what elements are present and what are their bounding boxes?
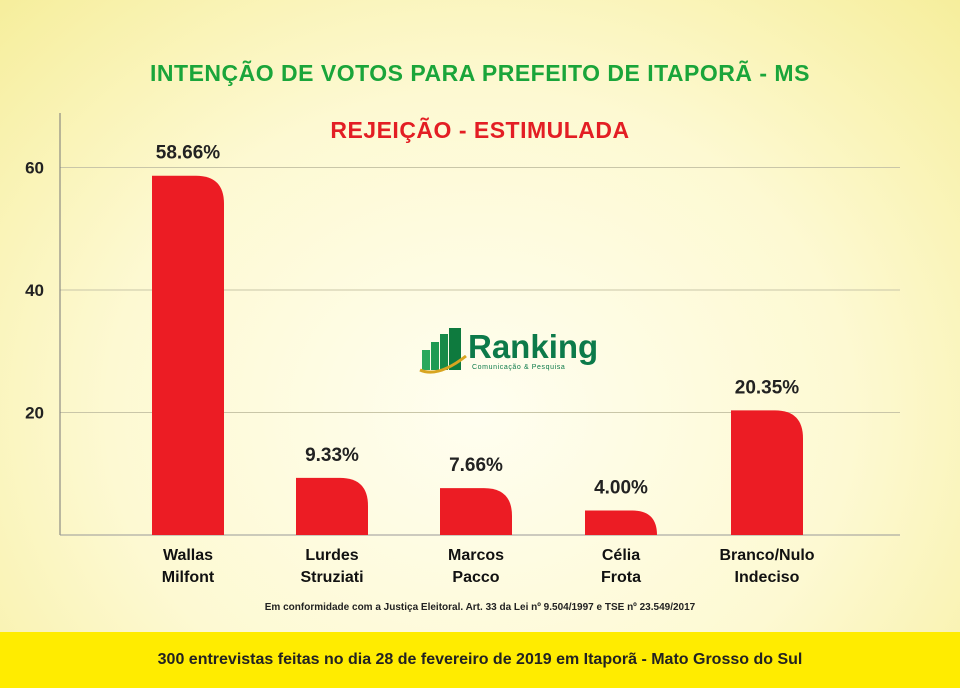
legal-note: Em conformidade com a Justiça Eleitoral.… — [264, 602, 696, 613]
x-tick-label: Lurdes — [305, 547, 358, 564]
data-label: 9.33% — [305, 445, 359, 466]
chart-subtitle: REJEIÇÃO - ESTIMULADA — [330, 117, 630, 143]
footer-text: 300 entrevistas feitas no dia 28 de feve… — [157, 651, 803, 668]
ranking-logo: Ranking Comunicação & Pesquisa — [418, 326, 598, 376]
x-tick-label: Branco/Nulo — [719, 547, 814, 564]
x-tick-label: Indeciso — [735, 569, 800, 586]
data-label: 4.00% — [594, 478, 648, 499]
x-tick-label: Struziati — [300, 569, 363, 586]
data-label: 58.66% — [156, 143, 221, 164]
data-label: 7.66% — [449, 455, 503, 476]
bar — [585, 510, 657, 535]
bar — [152, 175, 224, 535]
bar-chart: 20 40 60 58.66% Wallas Milfont 9.33% Lurdes Stru… — [25, 113, 900, 586]
bar — [440, 488, 512, 535]
x-tick-label: Pacco — [452, 569, 499, 586]
data-label: 20.35% — [735, 377, 800, 398]
y-tick-label: 40 — [25, 281, 44, 300]
x-tick-label: Wallas — [163, 547, 213, 564]
logo-tagline: Comunicação & Pesquisa — [472, 364, 566, 371]
bar — [731, 410, 803, 535]
x-tick-label: Frota — [601, 569, 641, 586]
x-tick-label: Milfont — [162, 569, 215, 586]
bar — [296, 477, 368, 535]
footer-band: 300 entrevistas feitas no dia 28 de feve… — [0, 632, 960, 688]
chart-title: INTENÇÃO DE VOTOS PARA PREFEITO DE ITAPO… — [150, 60, 810, 86]
x-tick-label: Marcos — [448, 547, 504, 564]
y-tick-label: 60 — [25, 159, 44, 178]
logo-name: Ranking — [468, 328, 599, 365]
y-tick-label: 20 — [25, 404, 44, 423]
x-tick-label: Célia — [602, 547, 640, 564]
logo-bars-icon — [419, 328, 467, 374]
